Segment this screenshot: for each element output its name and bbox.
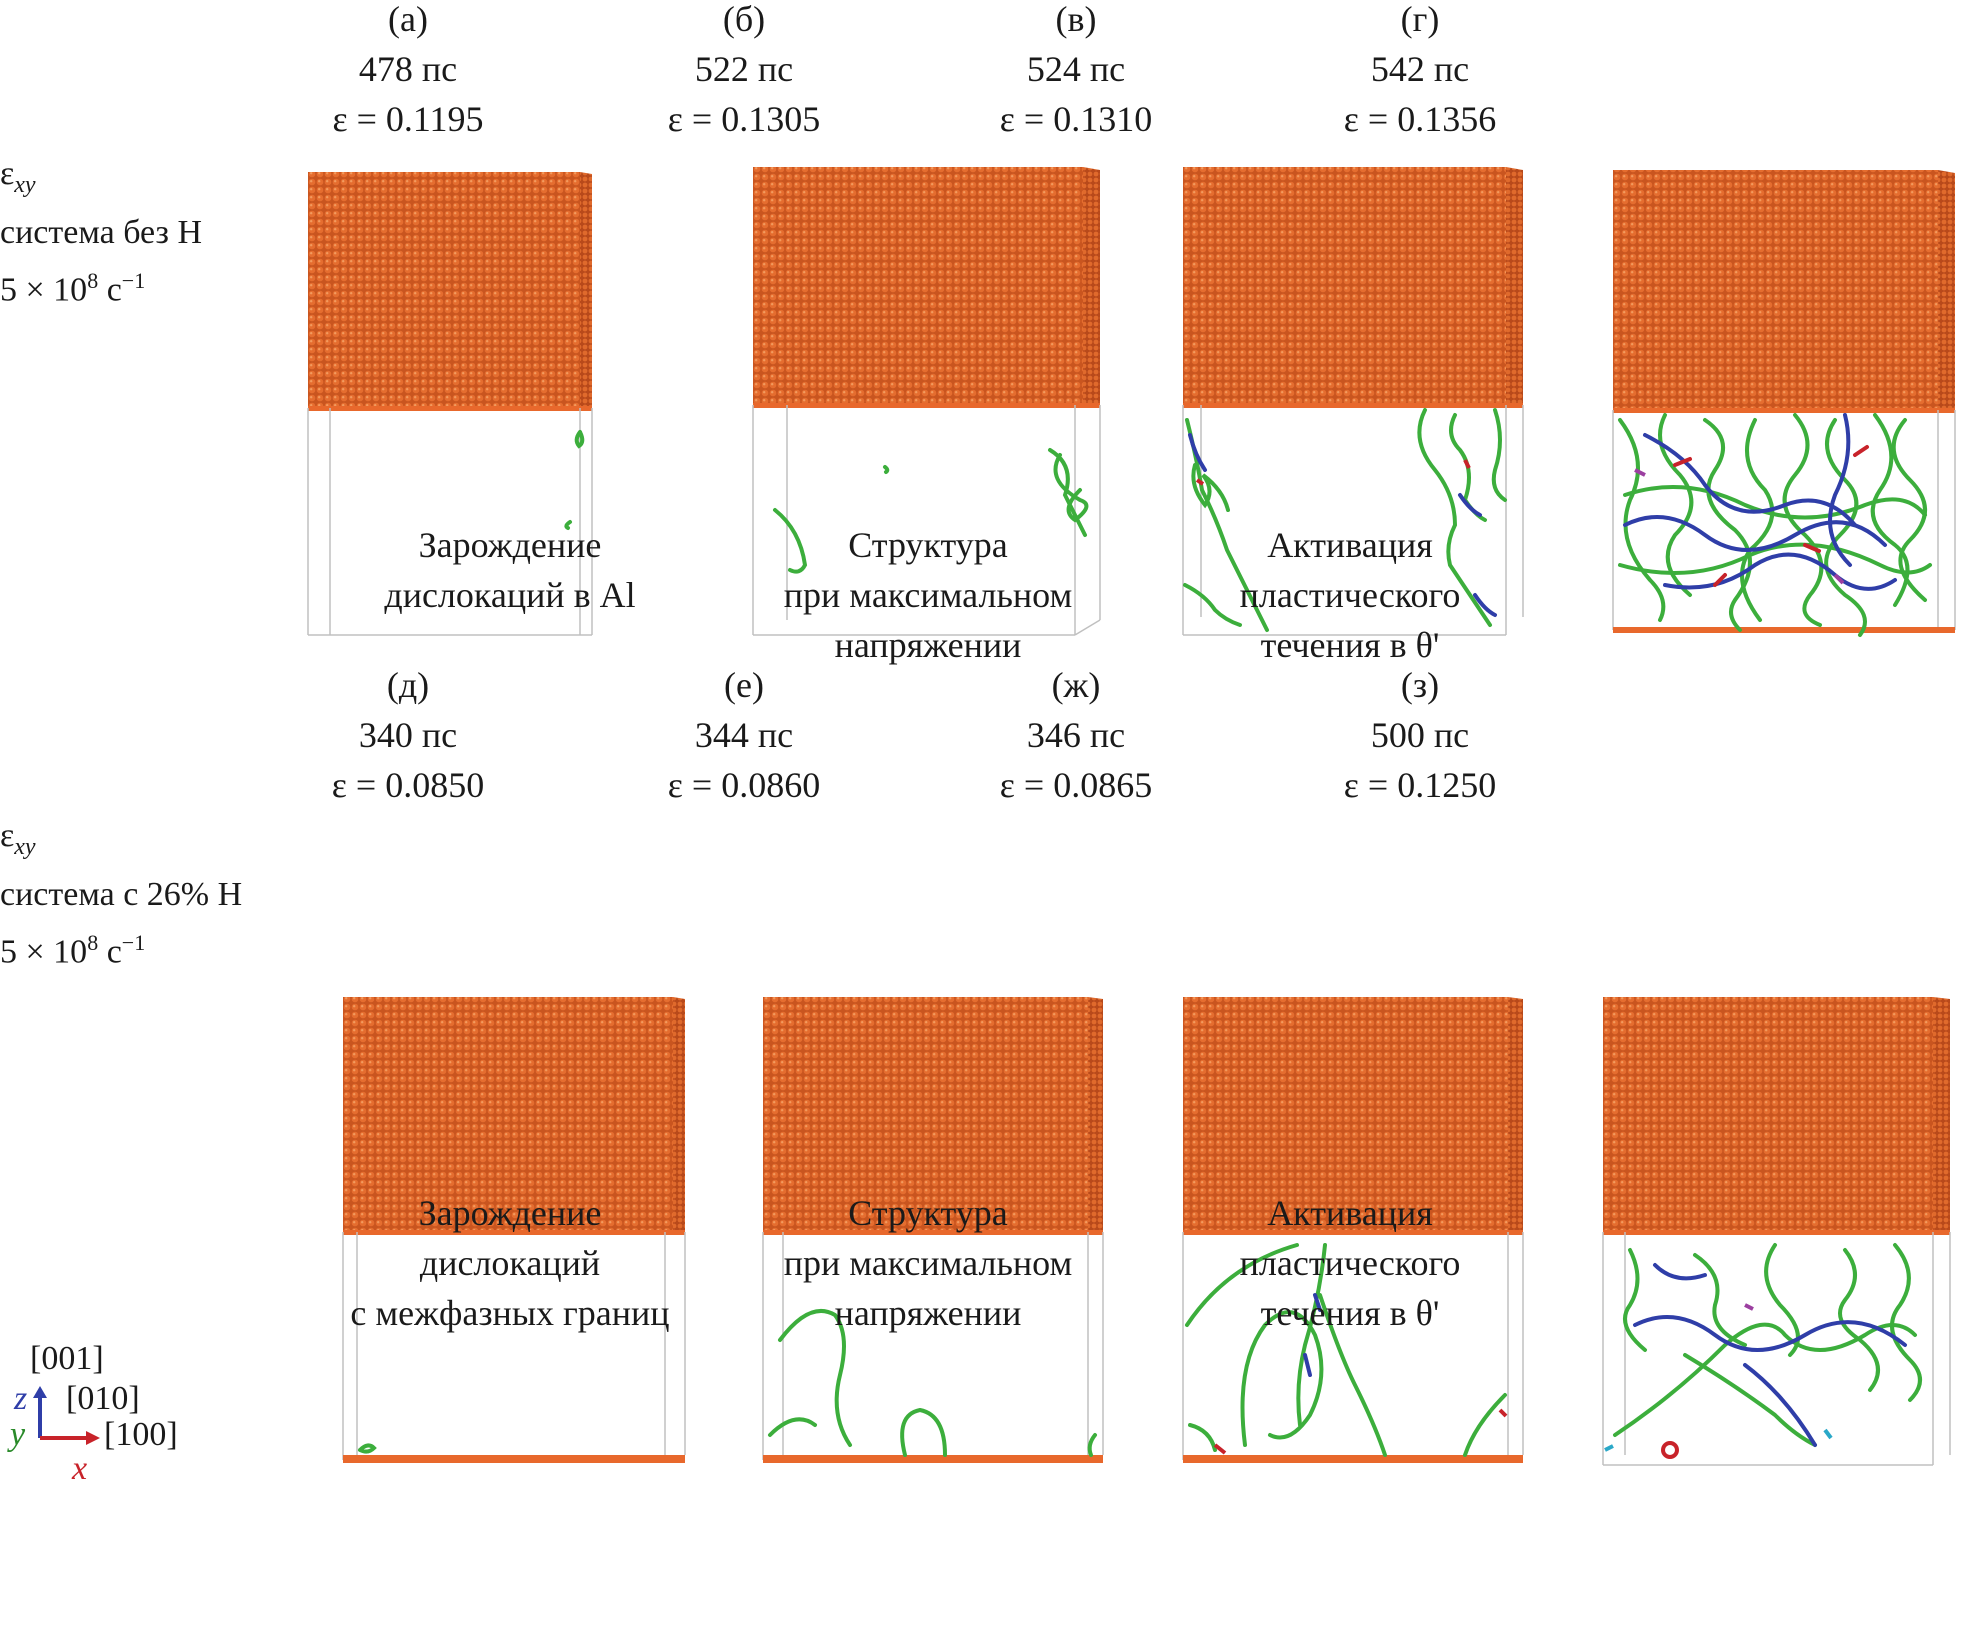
row-label-1: εxy система без H 5 × 108 с−1 (0, 150, 202, 314)
panel-header-e: (д) 340 пс ε = 0.0850 (331, 665, 485, 805)
simulation-panel-e (342, 997, 686, 1463)
strain-component-label: εxy (0, 155, 36, 198)
strain-rate-label: 5 × 108 с−1 (0, 929, 146, 971)
simulation-panel-d (1612, 170, 1956, 637)
simulation-panel-f (762, 997, 1104, 1463)
panel-caption-g: Активация пластического течения в θ' (1239, 1193, 1461, 1333)
z-axis-label: z (14, 1380, 28, 1417)
panel-header-c: (в) 524 пс ε = 0.1310 (999, 0, 1153, 139)
panel-header-a: (а) 478 пс ε = 0.1195 (332, 0, 484, 139)
panel-caption-e: Зарождение дислокаций с межфазных границ (350, 1193, 670, 1333)
row-label-2: εxy система с 26% H 5 × 108 с−1 (0, 812, 242, 976)
axes-arrows-icon (33, 1386, 100, 1445)
system-label: система с 26% H (0, 875, 243, 913)
y-axis-label: y (10, 1416, 26, 1453)
y-direction-label: [010] (66, 1380, 140, 1417)
simulation-panel-a (307, 172, 593, 636)
simulation-panel-b (752, 167, 1101, 636)
x-direction-label: [100] (104, 1416, 178, 1453)
axes-indicator: [001] z [010] y [100] x (0, 1340, 200, 1500)
x-axis-label: x (72, 1450, 88, 1487)
panel-caption-f: Структура при максимальном напряжении (783, 1193, 1073, 1333)
system-label: система без H (0, 213, 203, 251)
panel-header-g: (ж) 346 пс ε = 0.0865 (999, 665, 1153, 805)
z-direction-label: [001] (30, 1340, 104, 1377)
strain-rate-label: 5 × 108 с−1 (0, 267, 146, 309)
panel-caption-b: Структура при максимальном напряжении (783, 525, 1073, 665)
panel-header-d: (г) 542 пс ε = 0.1356 (1343, 0, 1497, 139)
panel-caption-c: Активация пластического течения в θ' (1239, 525, 1461, 665)
panel-header-f: (е) 344 пс ε = 0.0860 (667, 665, 821, 805)
panel-header-b: (б) 522 пс ε = 0.1305 (667, 0, 821, 139)
simulation-panel-h (1602, 997, 1951, 1466)
simulation-panel-c (1182, 167, 1524, 636)
panel-caption-a: Зарождение дислокаций в Al (384, 525, 636, 615)
simulation-panel-g (1182, 997, 1524, 1463)
strain-component-label: εxy (0, 817, 36, 860)
panel-header-h: (з) 500 пс ε = 0.1250 (1343, 665, 1497, 805)
